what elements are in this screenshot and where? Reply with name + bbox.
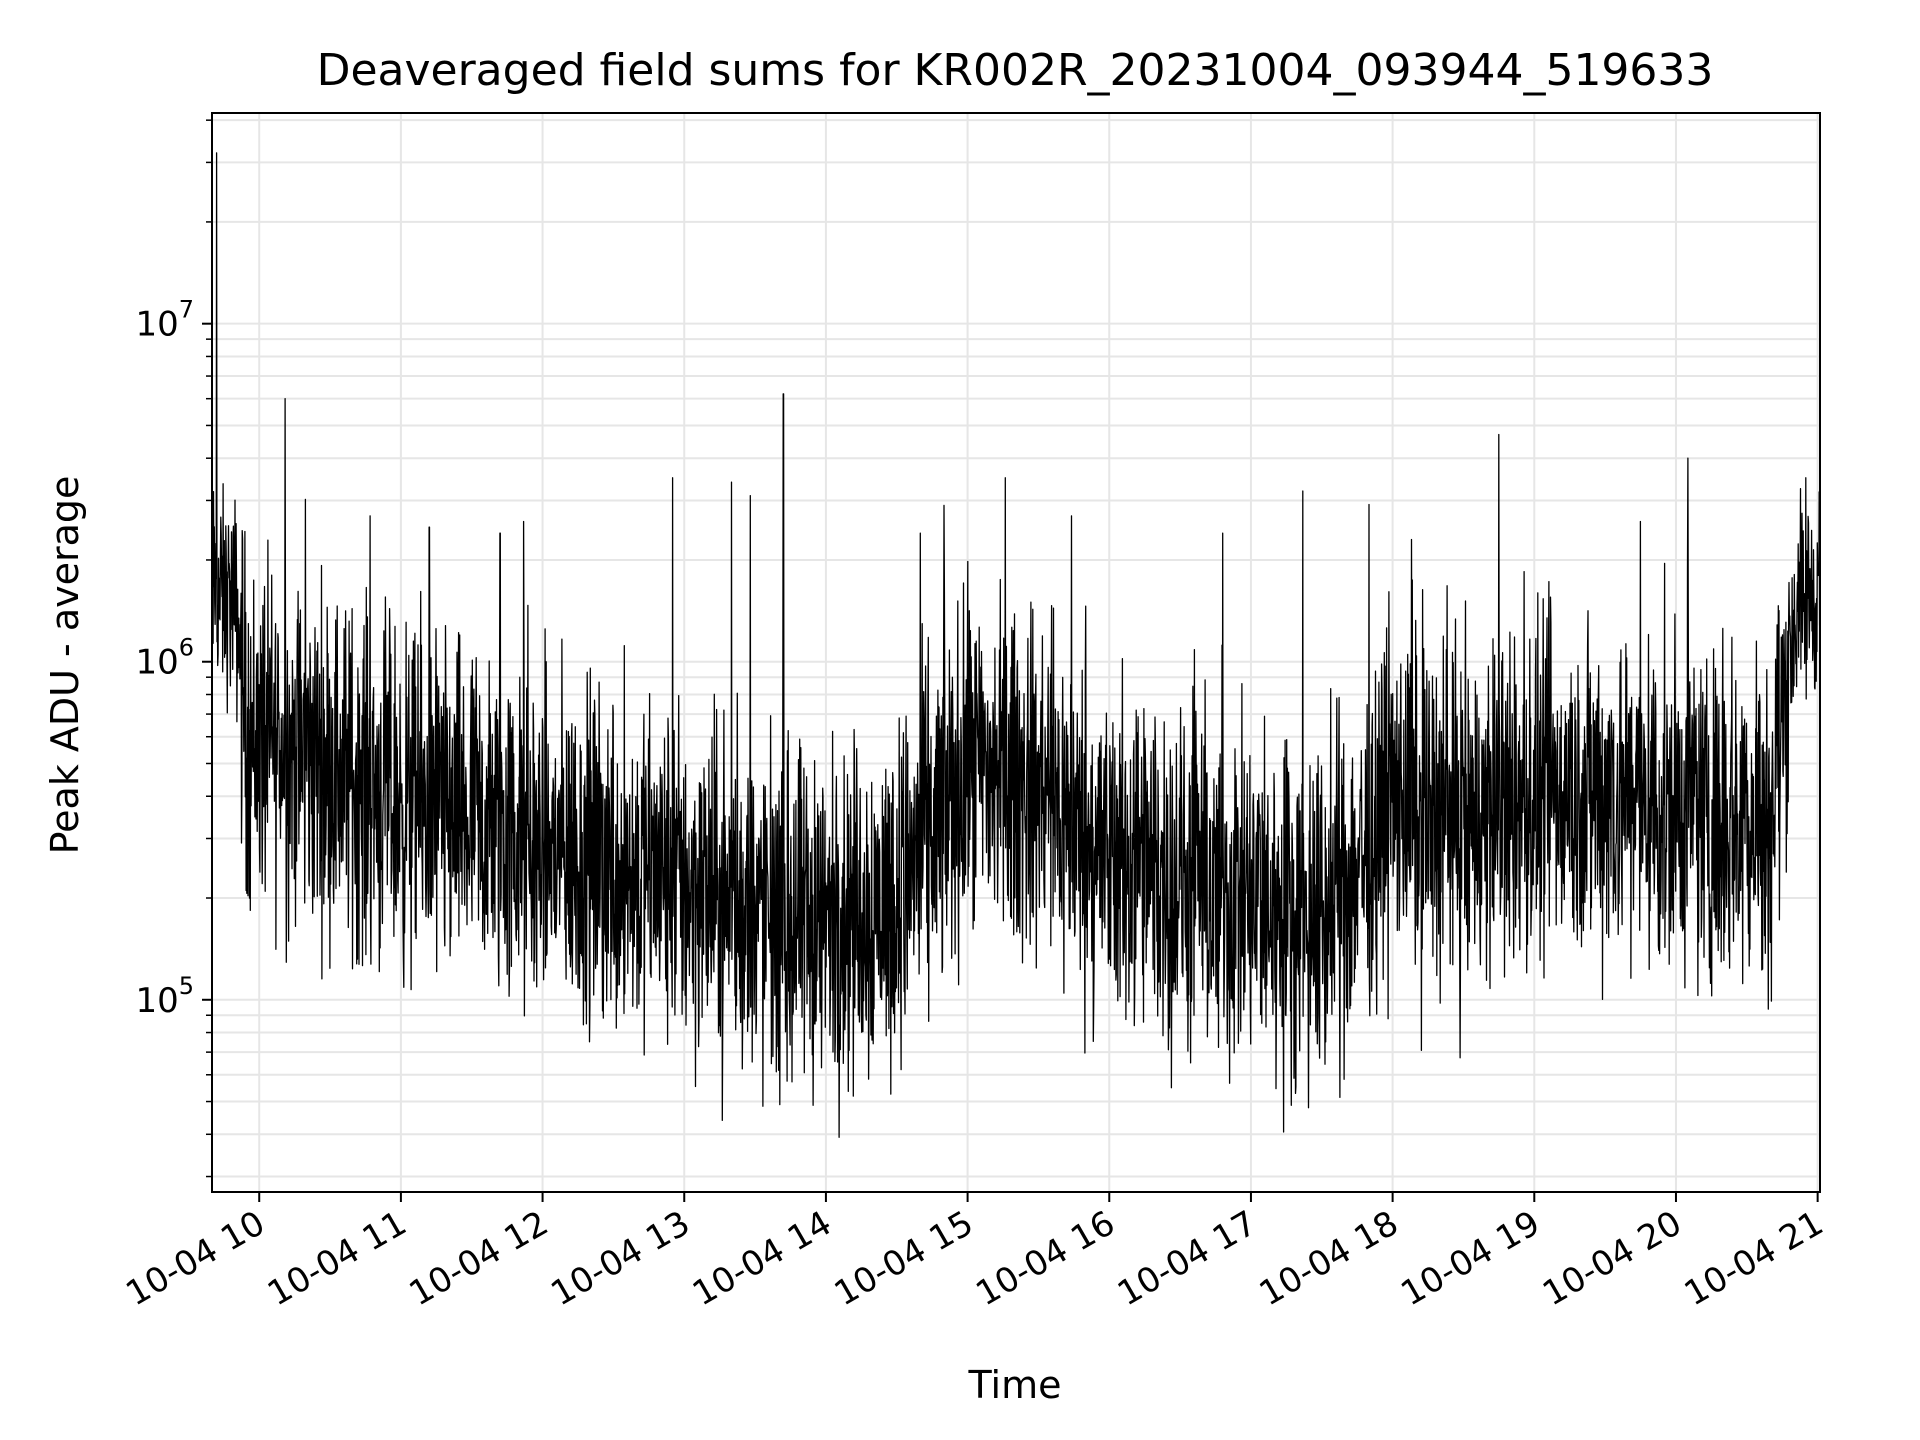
y-tick-label: 107: [135, 296, 194, 345]
chart-title: Deaveraged field sums for KR002R_2023100…: [317, 45, 1714, 96]
y-tick-label: 105: [135, 972, 194, 1021]
x-axis-label: Time: [968, 1363, 1062, 1407]
y-tick-label: 106: [135, 634, 194, 683]
y-axis: 105 106 107: [135, 119, 212, 1178]
y-axis-label: Peak ADU - average: [43, 476, 87, 855]
plot-area-frame: [211, 112, 1821, 1193]
series-line: [211, 152, 1821, 1138]
